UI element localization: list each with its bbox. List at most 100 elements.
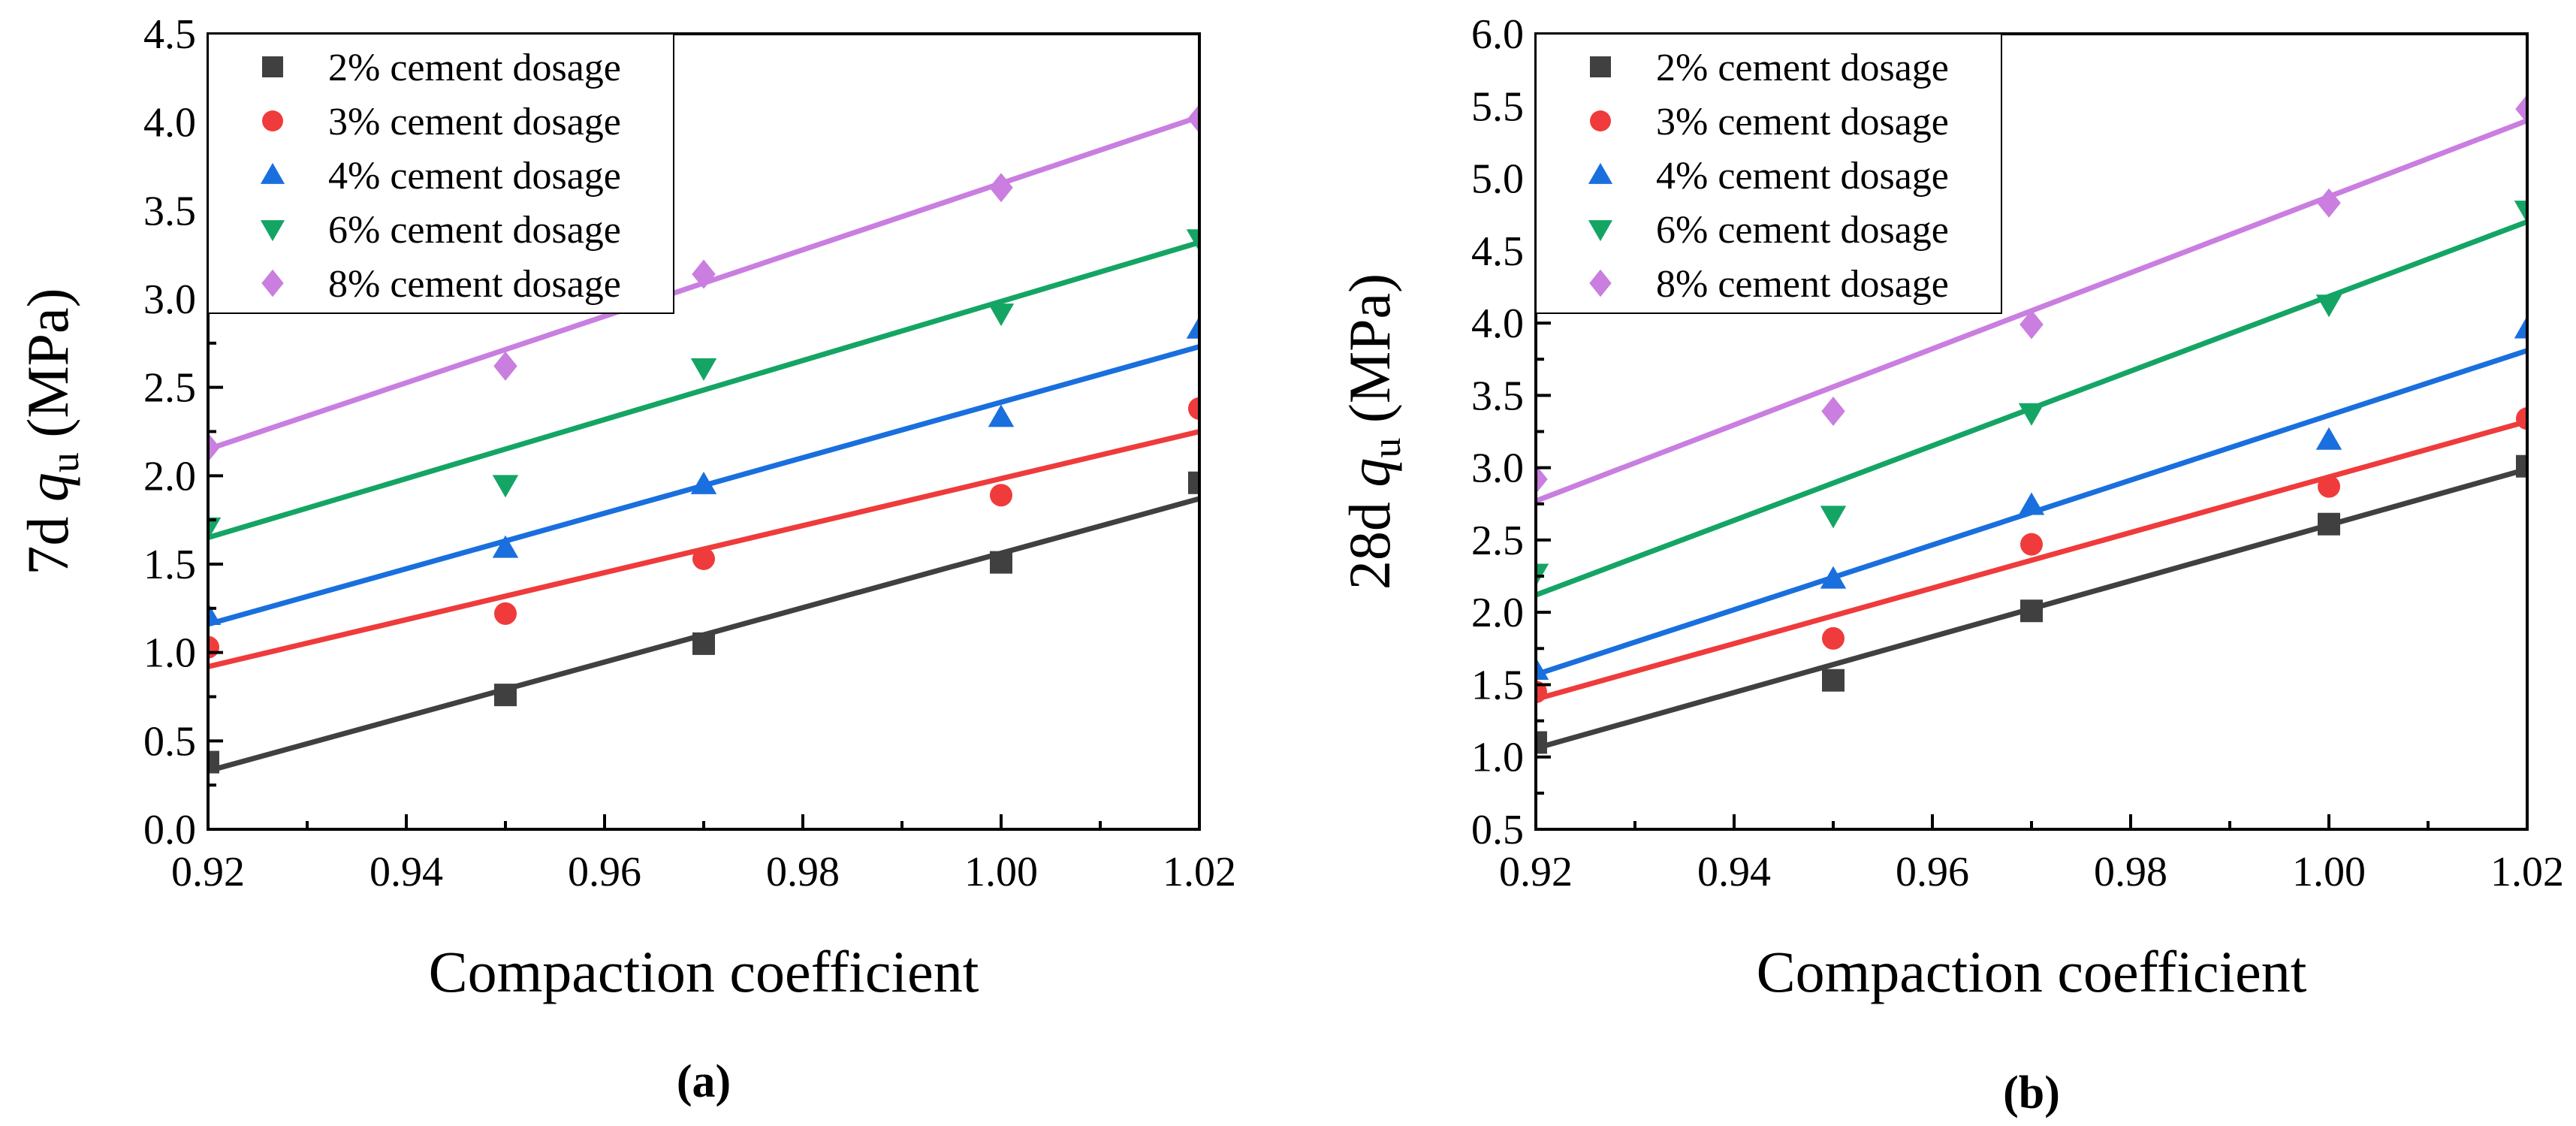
data-point-3-4 [1186, 229, 1199, 252]
y-axis-title-subscript: u [42, 452, 87, 472]
y-axis-title: 7d qu (MPa) [15, 288, 87, 575]
legend-box [1535, 33, 2002, 314]
data-point-3-2 [2018, 403, 2045, 426]
data-point-0-4 [1188, 471, 1199, 494]
y-tick-label: 2.5 [143, 365, 196, 412]
y-axis-title-variable: q [1337, 458, 1402, 488]
legend-label-2: 4% cement dosage [328, 155, 621, 198]
data-point-0-0 [1536, 731, 1547, 754]
legend-label-4: 8% cement dosage [328, 263, 621, 306]
panel-label: (b) [2003, 1067, 2060, 1118]
y-tick-label: 3.5 [1471, 373, 1524, 419]
y-tick-label: 0.5 [143, 718, 196, 765]
y-tick-label: 2.0 [1471, 590, 1524, 636]
legend-label-1: 3% cement dosage [1656, 101, 1949, 143]
x-axis-title: Compaction coefficient [429, 939, 979, 1004]
data-point-2-2 [690, 471, 717, 494]
data-point-1-2 [2020, 533, 2043, 556]
data-point-3-2 [690, 358, 717, 382]
legend-marker-1 [1590, 110, 1611, 131]
x-tick-label: 0.92 [1499, 849, 1573, 895]
y-tick-label: 4.0 [143, 100, 196, 146]
legend: 2% cement dosage 3% cement dosage 4% cemen… [1535, 33, 2002, 314]
data-point-3-4 [2514, 201, 2527, 224]
y-tick-label: 3.5 [143, 188, 196, 234]
legend-marker-3 [1588, 220, 1613, 242]
legend-marker-3 [260, 220, 285, 242]
y-tick-label: 3.0 [143, 276, 196, 323]
x-tick-label: 0.94 [370, 849, 443, 895]
data-point-0-3 [2318, 512, 2340, 536]
x-tick-label: 0.94 [1697, 849, 1771, 895]
legend-marker-0 [1590, 56, 1611, 77]
legend-label-4: 8% cement dosage [1656, 263, 1949, 306]
data-point-4-0 [1536, 464, 1548, 494]
data-point-4-0 [208, 433, 220, 463]
data-point-0-3 [990, 551, 1012, 574]
x-tick-label: 1.02 [1163, 849, 1236, 895]
y-axis-title-subscript: u [1364, 438, 1409, 458]
y-tick-label: 4.0 [1471, 300, 1524, 347]
legend-label-0: 2% cement dosage [328, 47, 621, 89]
data-point-1-1 [1822, 626, 1845, 650]
data-point-2-4 [2514, 315, 2527, 339]
y-tick-label: 1.5 [1471, 662, 1524, 708]
data-point-4-2 [692, 259, 716, 289]
y-tick-label: 5.5 [1471, 83, 1524, 130]
x-tick-label: 0.92 [171, 849, 245, 895]
y-tick-label: 2.0 [143, 453, 196, 500]
data-point-0-4 [2516, 454, 2527, 478]
data-point-2-2 [2018, 492, 2045, 515]
data-point-4-1 [1821, 397, 1845, 427]
legend-label-3: 6% cement dosage [328, 209, 621, 252]
chart-panel-b: 0.92 0.94 0.96 0.98 1.00 1.02 0.5 1.0 1.5 2.0 2.5 3… [1337, 11, 2564, 1118]
legend: 2% cement dosage 3% cement dosage 4% cemen… [207, 33, 674, 314]
data-point-1-2 [692, 547, 715, 570]
y-axis-title-unit: (MPa) [15, 288, 80, 452]
chart-panel-a: 0.92 0.94 0.96 0.98 1.00 1.02 0.0 0.5 1.0 1.5 2.0 2… [15, 11, 1236, 1107]
legend-label-2: 4% cement dosage [1656, 155, 1949, 198]
fit-line-1 [1536, 418, 2527, 702]
plot-area [1536, 94, 2527, 754]
y-tick-label: 4.5 [143, 11, 196, 58]
data-point-2-3 [988, 404, 1015, 427]
data-point-1-4 [1188, 397, 1199, 420]
data-point-4-3 [2317, 188, 2341, 218]
y-tick-label: 0.0 [143, 807, 196, 853]
data-point-1-0 [1536, 681, 1547, 704]
y-tick-label: 1.0 [143, 630, 196, 677]
y-axis-title-unit: (MPa) [1337, 273, 1402, 438]
data-point-2-3 [2315, 427, 2342, 450]
x-tick-label: 0.96 [568, 849, 641, 895]
data-point-1-3 [990, 484, 1012, 507]
y-tick-label: 5.0 [1471, 156, 1524, 203]
data-point-0-2 [692, 632, 715, 655]
legend-label-3: 6% cement dosage [1656, 209, 1949, 252]
y-tick-label: 4.5 [1471, 228, 1524, 275]
data-point-3-3 [988, 303, 1015, 327]
data-point-0-1 [494, 684, 517, 707]
y-axis-title-prefix: 7d [15, 502, 80, 575]
data-point-3-3 [2315, 294, 2342, 318]
data-point-4-3 [989, 173, 1013, 203]
y-tick-label: 2.5 [1471, 518, 1524, 564]
y-axis-title-variable: q [15, 472, 80, 502]
x-tick-label: 0.98 [2094, 849, 2167, 895]
y-tick-label: 0.5 [1471, 807, 1524, 853]
data-point-1-4 [2516, 407, 2527, 430]
data-point-0-1 [1822, 669, 1845, 692]
fit-line-3 [208, 240, 1199, 541]
data-point-4-4 [1187, 104, 1199, 134]
legend-box [207, 33, 674, 314]
data-point-3-0 [208, 517, 222, 540]
legend-marker-4 [1589, 269, 1612, 297]
data-point-1-3 [2318, 475, 2340, 498]
legend-marker-0 [262, 56, 283, 77]
legend-marker-2 [260, 162, 285, 184]
data-point-4-1 [493, 351, 517, 381]
x-tick-label: 1.02 [2490, 849, 2564, 895]
data-point-2-1 [492, 535, 519, 558]
data-point-1-1 [494, 602, 517, 625]
legend-label-0: 2% cement dosage [1656, 47, 1949, 89]
